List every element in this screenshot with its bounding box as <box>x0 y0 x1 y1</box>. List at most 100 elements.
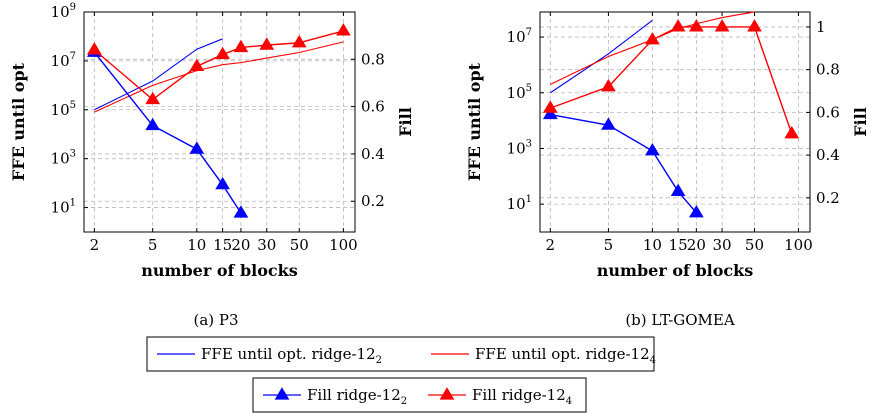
y-left-tick-label: 107 <box>507 27 532 46</box>
data-point-marker <box>215 176 230 190</box>
panel-caption: (a) P3 <box>193 311 238 329</box>
x-axis-label: number of blocks <box>597 261 753 280</box>
tick-base: 10 <box>51 150 70 168</box>
x-tick-label: 2 <box>546 236 556 254</box>
data-point-marker <box>784 125 800 139</box>
y-right-tick-label: 0.2 <box>361 192 385 210</box>
legend-label-subscript: 4 <box>566 396 572 407</box>
tick-exponent: 5 <box>526 83 532 94</box>
data-point-marker <box>542 106 558 120</box>
tick-base: 10 <box>507 195 526 213</box>
y-right-tick-label: 0.6 <box>816 103 840 121</box>
tick-base: 10 <box>507 84 526 102</box>
y-right-tick-label: 0.2 <box>816 189 840 207</box>
x-tick-label: 100 <box>784 236 813 254</box>
x-axis-label: number of blocks <box>141 261 297 280</box>
panel-caption: (b) LT-GOMEA <box>625 311 735 329</box>
legend-entry-label: FFE until opt. ridge-124 <box>475 345 656 366</box>
x-tick-label: 30 <box>713 236 732 254</box>
x-tick-label: 100 <box>329 236 358 254</box>
tick-base: 10 <box>51 101 70 119</box>
legend-label-text: Fill ridge-12 <box>472 386 566 404</box>
x-tick-label: 50 <box>290 236 309 254</box>
data-point-marker <box>542 100 558 113</box>
x-tick-label: 15 <box>669 236 688 254</box>
legend-entry-label: Fill ridge-124 <box>472 386 572 407</box>
legend-box <box>252 377 587 413</box>
y-left-tick-label: 101 <box>507 194 532 213</box>
tick-base: 10 <box>51 52 70 70</box>
y-right-tick-label: 0.8 <box>816 61 840 79</box>
legend-label-subscript: 2 <box>376 355 382 366</box>
y-right-tick-label: 0.6 <box>361 98 385 116</box>
legend-label-text: Fill ridge-12 <box>307 386 401 404</box>
y-right-axis-label: Fill <box>851 107 870 137</box>
y-left-tick-label: 105 <box>51 100 76 119</box>
tick-exponent: 7 <box>526 27 532 38</box>
y-left-tick-label: 105 <box>507 83 532 102</box>
data-point-marker <box>670 183 686 197</box>
y-right-tick-label: 1 <box>816 18 826 36</box>
data-point-marker <box>145 117 161 131</box>
tick-base: 10 <box>507 139 526 157</box>
series-line <box>94 41 344 113</box>
tick-base: 10 <box>51 199 70 217</box>
x-tick-label: 10 <box>643 236 662 254</box>
tick-base: 10 <box>51 3 70 21</box>
y-left-axis-label: FFE until opt <box>465 62 484 181</box>
y-left-tick-label: 107 <box>51 51 76 70</box>
legend-entry-label: FFE until opt. ridge-122 <box>201 345 382 366</box>
x-tick-label: 15 <box>213 236 232 254</box>
data-point-marker <box>645 143 660 156</box>
data-point-marker <box>189 58 205 72</box>
tick-exponent: 7 <box>70 51 76 62</box>
y-right-axis-label: Fill <box>396 107 415 137</box>
data-point-marker <box>233 39 249 53</box>
y-right-tick-label: 0.4 <box>816 146 840 164</box>
tick-exponent: 1 <box>526 194 532 205</box>
x-tick-label: 50 <box>745 236 764 254</box>
series-line <box>550 19 653 94</box>
x-tick-label: 5 <box>604 236 614 254</box>
data-point-marker <box>145 91 161 105</box>
y-left-tick-label: 103 <box>507 138 532 157</box>
series-line <box>550 26 793 134</box>
y-left-axis-label: FFE until opt <box>9 62 28 181</box>
legend-swatch-marker <box>274 387 290 400</box>
data-point-marker <box>601 78 616 92</box>
tick-exponent: 3 <box>70 149 76 160</box>
data-point-marker <box>291 34 307 48</box>
tick-exponent: 9 <box>70 2 76 13</box>
data-point-marker <box>189 141 205 154</box>
tick-exponent: 5 <box>70 100 76 111</box>
x-tick-label: 2 <box>90 236 100 254</box>
data-point-marker <box>689 204 704 218</box>
data-point-marker <box>215 46 230 60</box>
data-point-marker <box>259 37 275 50</box>
x-tick-label: 20 <box>687 236 706 254</box>
data-point-marker <box>233 205 249 218</box>
tick-base: 10 <box>507 28 526 46</box>
data-point-marker <box>714 19 730 32</box>
y-left-tick-label: 101 <box>51 198 76 217</box>
tick-exponent: 3 <box>526 138 532 149</box>
tick-exponent: 1 <box>70 198 76 209</box>
x-tick-label: 10 <box>187 236 206 254</box>
data-point-marker <box>689 19 704 32</box>
x-tick-label: 5 <box>148 236 158 254</box>
x-tick-label: 20 <box>231 236 250 254</box>
y-right-tick-label: 0.4 <box>361 145 385 163</box>
data-point-marker <box>747 19 762 32</box>
data-point-marker <box>601 117 616 130</box>
y-right-tick-label: 0.8 <box>361 50 385 68</box>
legend-label-text: FFE until opt. ridge-12 <box>201 345 376 363</box>
legend-swatch-marker <box>439 387 455 400</box>
data-point-marker <box>86 42 102 55</box>
chart-panel-lt-gomea: 2 5 10 15 20 30 50 1001011031051070.20.40.60.81… <box>465 11 870 329</box>
plot-frame <box>83 11 356 233</box>
legend: FFE until opt. ridge-122 FFE until opt. r… <box>146 336 656 413</box>
series-line <box>94 38 223 111</box>
data-point-marker <box>645 31 660 45</box>
data-point-marker <box>670 19 686 32</box>
